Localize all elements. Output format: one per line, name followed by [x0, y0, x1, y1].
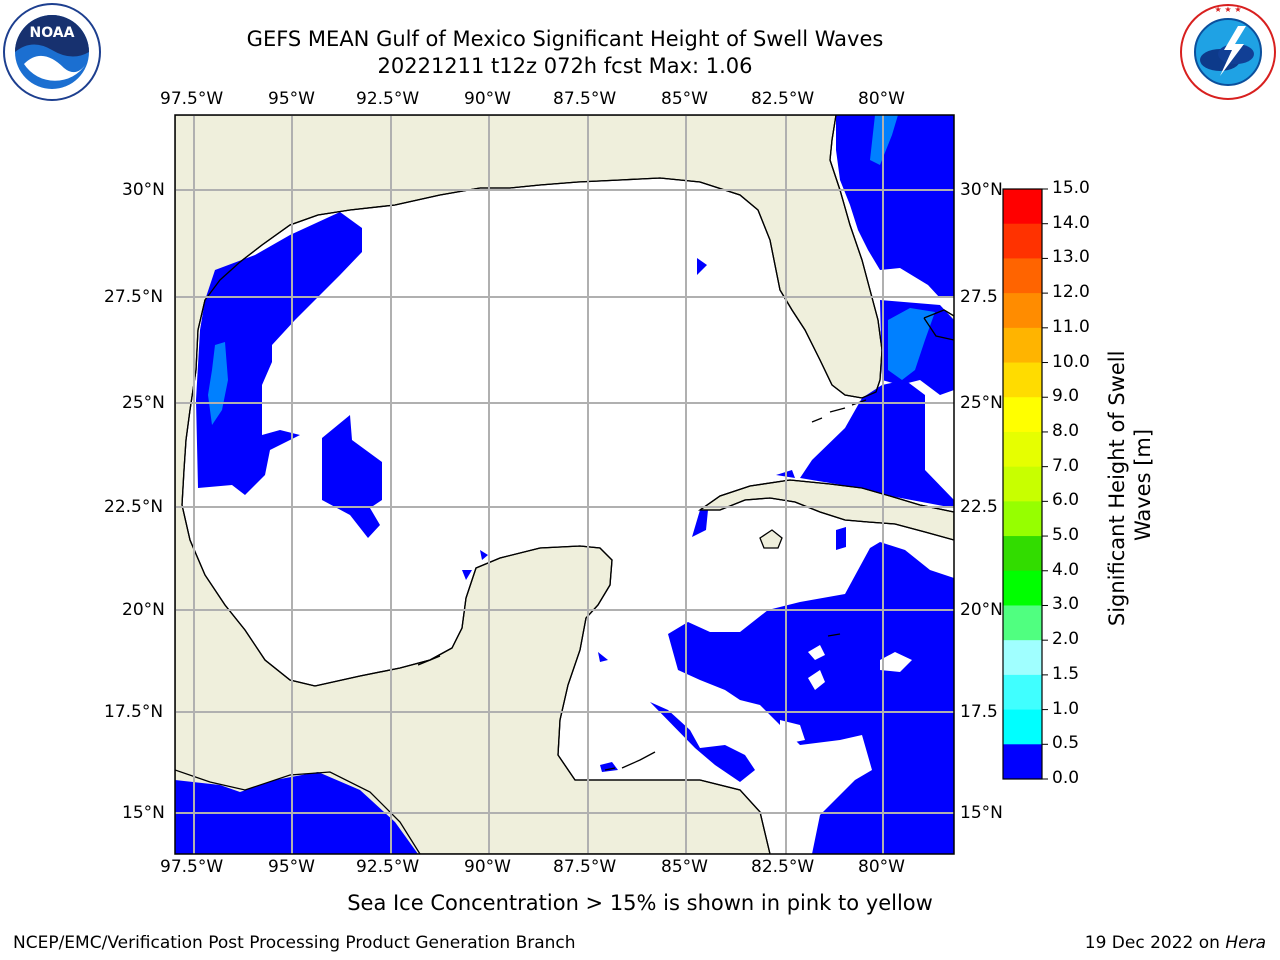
colorbar-tick-label: 7.0	[1052, 455, 1080, 476]
colorbar-tick-label: 13.0	[1052, 247, 1090, 268]
lon-label-top: 80°W	[858, 89, 905, 109]
lat-label-right: 17.5	[960, 702, 998, 722]
lat-label-right: 27.5	[960, 287, 998, 307]
svg-text:★ ★ ★: ★ ★ ★	[1214, 5, 1241, 14]
colorbar-frame	[1002, 188, 1043, 780]
colorbar-segment	[1003, 570, 1042, 606]
lat-label-left: 20°N	[122, 600, 165, 620]
colorbar-tick-label: 1.5	[1052, 663, 1080, 684]
noaa-logo-text: NOAA	[30, 25, 75, 41]
colorbar-segment	[1003, 674, 1042, 711]
colorbar-tick-label: 0.5	[1052, 733, 1080, 754]
lon-label-top: 97.5°W	[160, 89, 224, 109]
colorbar-segment	[1003, 501, 1042, 537]
lat-label-left: 17.5°N	[104, 702, 164, 722]
nws-logo-icon: ★ ★ ★	[1180, 4, 1276, 100]
colorbar-segment	[1003, 189, 1042, 225]
lat-label-right: 20°N	[960, 600, 1003, 620]
lat-label-right: 25°N	[960, 393, 1003, 413]
footer-date-text: 19 Dec 2022 on	[1084, 933, 1226, 953]
lon-label-top: 87.5°W	[553, 89, 617, 109]
footer-date: 19 Dec 2022 on Hera	[1085, 933, 1266, 953]
lon-label-bottom: 80°W	[858, 857, 905, 877]
colorbar-segment	[1003, 431, 1042, 468]
colorbar-tick-label: 5.0	[1052, 525, 1080, 546]
lon-label-top: 95°W	[268, 89, 315, 109]
colorbar-segment	[1003, 258, 1042, 294]
lat-label-right: 30°N	[960, 180, 1003, 200]
colorbar-tick-label: 11.0	[1052, 316, 1090, 337]
colorbar	[1003, 188, 1048, 780]
colorbar-segment	[1003, 640, 1042, 676]
sea-ice-note: Sea Ice Concentration > 15% is shown in …	[347, 891, 933, 915]
lon-label-bottom: 82.5°W	[751, 857, 815, 877]
coastline	[175, 115, 954, 854]
lon-label-top: 82.5°W	[751, 89, 815, 109]
lon-label-top: 92.5°W	[356, 89, 420, 109]
colorbar-tick-label: 12.0	[1052, 282, 1090, 303]
land-isla-juventud	[759, 529, 783, 549]
lat-label-left: 27.5°N	[104, 287, 164, 307]
colorbar-tick-label: 14.0	[1052, 212, 1090, 233]
colorbar-tick-label: 4.0	[1052, 559, 1080, 580]
lon-label-bottom: 97.5°W	[160, 857, 224, 877]
chart-title-line1: GEFS MEAN Gulf of Mexico Significant Hei…	[246, 27, 884, 51]
lon-label-top: 85°W	[661, 89, 708, 109]
lat-label-left: 25°N	[122, 393, 165, 413]
colorbar-segment	[1003, 397, 1042, 433]
footer-machine: Hera	[1225, 933, 1266, 953]
colorbar-segment	[1003, 709, 1042, 745]
chart-title-line2: 20221211 t12z 072h fcst Max: 1.06	[377, 54, 753, 78]
lat-label-left: 30°N	[122, 180, 165, 200]
colorbar-tick-label: 10.0	[1052, 351, 1090, 372]
lon-label-bottom: 90°W	[464, 857, 511, 877]
lon-label-bottom: 85°W	[661, 857, 708, 877]
colorbar-segment	[1003, 605, 1042, 641]
colorbar-segment	[1003, 362, 1042, 398]
lon-label-bottom: 87.5°W	[553, 857, 617, 877]
colorbar-segment	[1003, 327, 1042, 364]
map-frame	[174, 114, 955, 855]
colorbar-segment	[1003, 466, 1042, 502]
lat-label-right: 22.5	[960, 497, 998, 517]
noaa-logo-icon: NOAA	[3, 3, 101, 101]
lon-label-bottom: 95°W	[268, 857, 315, 877]
colorbar-segment	[1003, 293, 1042, 329]
colorbar-tick-label: 8.0	[1052, 420, 1080, 441]
lat-label-right: 15°N	[960, 803, 1003, 823]
colorbar-segment	[1003, 223, 1042, 259]
lon-label-top: 90°W	[464, 89, 511, 109]
lat-label-left: 15°N	[122, 803, 165, 823]
colorbar-segment	[1003, 536, 1042, 572]
colorbar-segment	[1003, 744, 1042, 780]
colorbar-tick-label: 3.0	[1052, 594, 1080, 615]
colorbar-label: Significant Height of Swell Waves [m]	[1105, 344, 1155, 626]
colorbar-tick-label: 2.0	[1052, 629, 1080, 650]
colorbar-tick-label: 15.0	[1052, 178, 1090, 198]
colorbar-tick-label: 6.0	[1052, 490, 1080, 511]
gridlines	[175, 115, 954, 854]
colorbar-tick-label: 0.0	[1052, 768, 1080, 788]
lat-label-left: 22.5°N	[104, 497, 164, 517]
colorbar-tick-label: 1.0	[1052, 698, 1080, 719]
colorbar-tick-label: 9.0	[1052, 386, 1080, 407]
footer-branch: NCEP/EMC/Verification Post Processing Pr…	[13, 933, 576, 953]
lon-label-bottom: 92.5°W	[356, 857, 420, 877]
